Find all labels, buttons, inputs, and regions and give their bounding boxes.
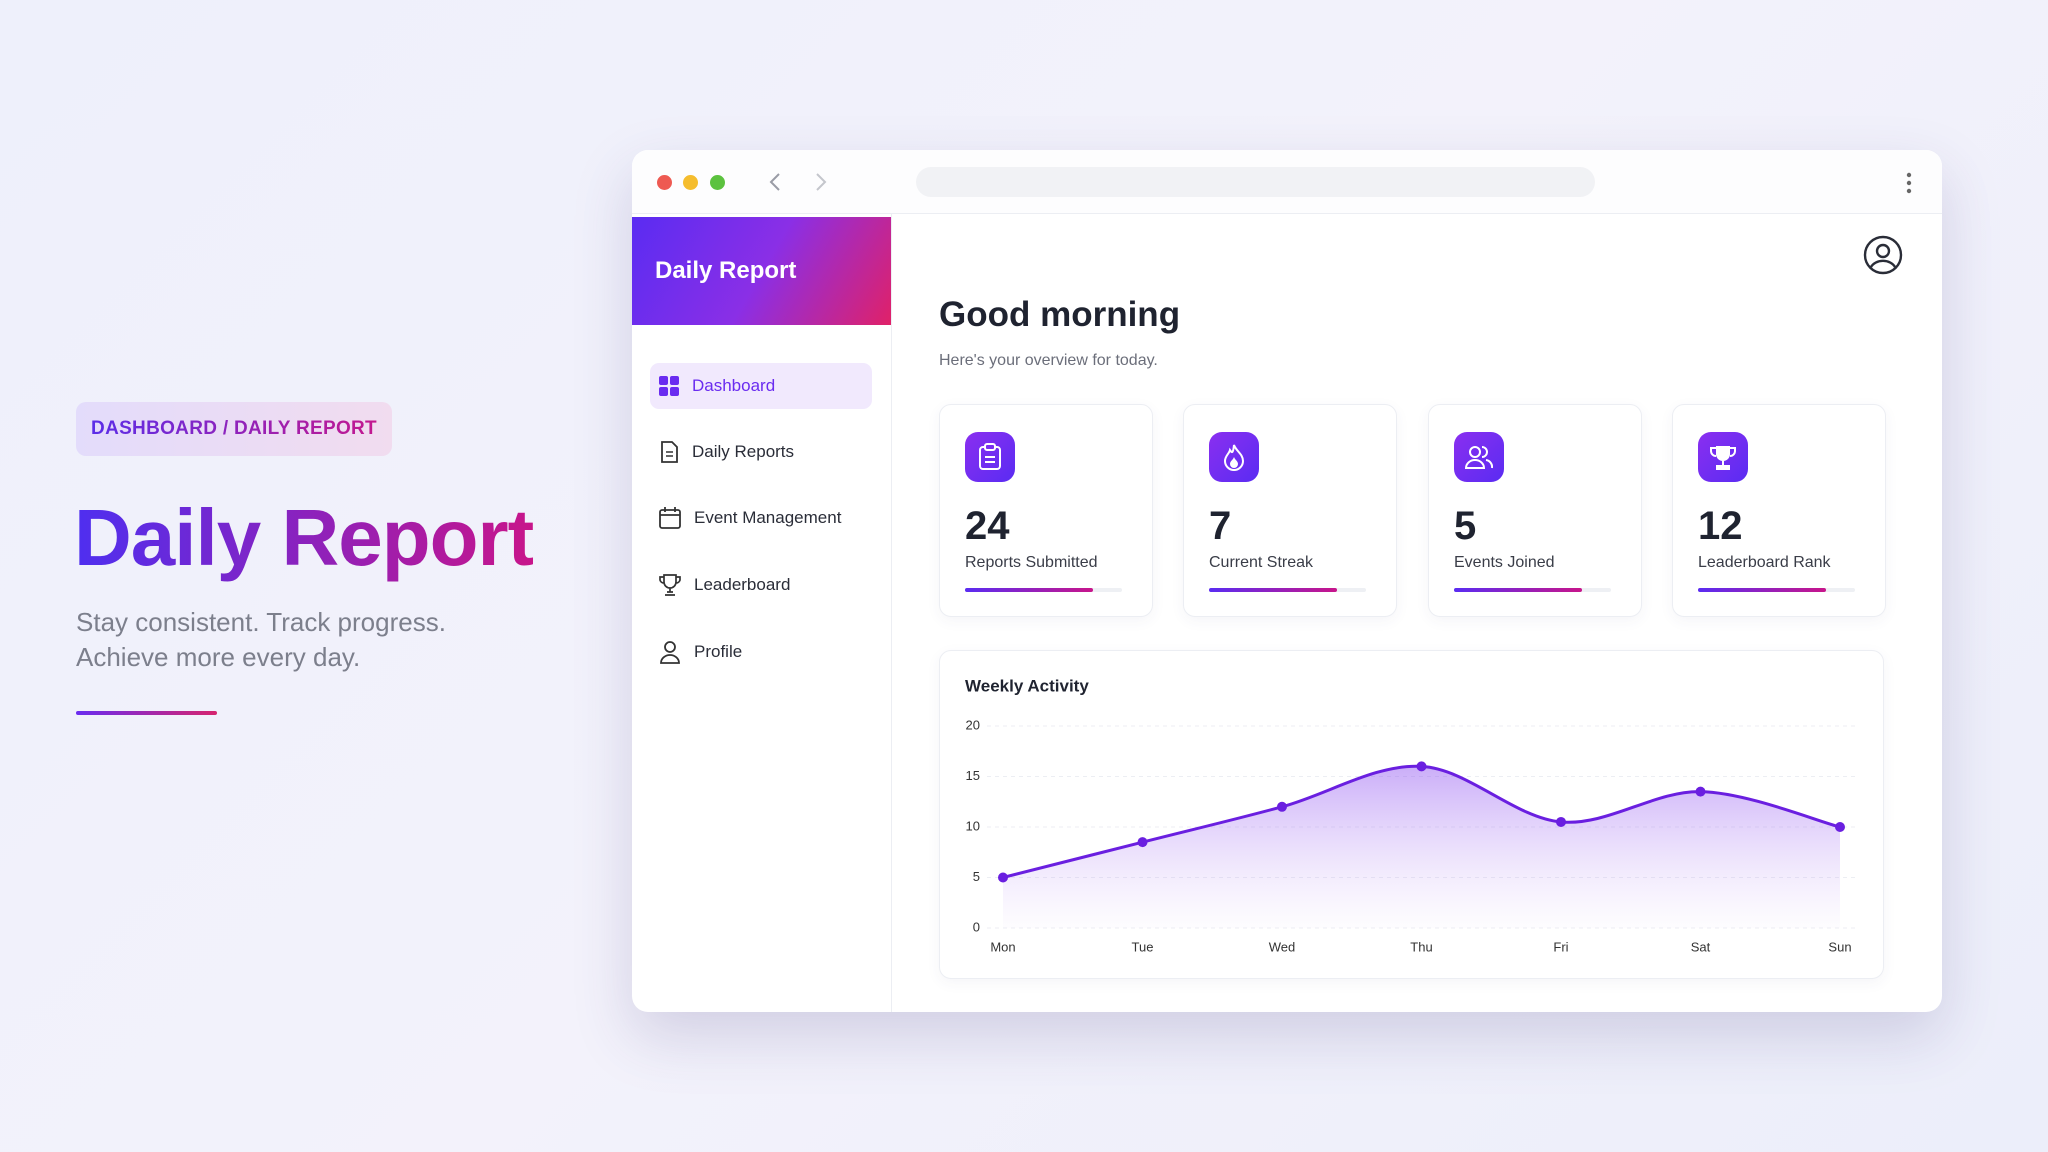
- x-tick-label: Fri: [1553, 939, 1568, 954]
- breadcrumb: DASHBOARD / DAILY REPORT: [76, 402, 392, 456]
- stat-icon: [1209, 432, 1259, 482]
- progress-track: [1698, 588, 1855, 592]
- y-tick-label: 10: [966, 818, 980, 833]
- y-tick-label: 20: [966, 717, 980, 732]
- x-tick-label: Thu: [1410, 939, 1432, 954]
- chart: Weekly Activity 0 5 10 15 20 Mon Tue Wed Thu Fri S…: [965, 676, 1856, 954]
- profile-button[interactable]: [1862, 234, 1904, 276]
- y-tick-label: 0: [973, 919, 980, 934]
- stat-card: 5 Events Joined: [1428, 404, 1642, 617]
- chart-title: Weekly Activity: [965, 676, 1089, 695]
- x-tick-label: Mon: [990, 939, 1015, 954]
- sidebar: Daily Report Dashboard Daily Reports Eve…: [632, 213, 892, 1012]
- progress-fill: [1698, 588, 1826, 592]
- nav-icon: [659, 574, 681, 596]
- sidebar-brand: Daily Report: [632, 217, 891, 325]
- nav-icon: [660, 641, 680, 664]
- chart-card: Weekly Activity 0 5 10 15 20 Mon Tue Wed Thu Fri S…: [939, 650, 1884, 979]
- progress-fill: [1454, 588, 1582, 592]
- stat-icon: [1698, 432, 1748, 482]
- stat-card: 24 Reports Submitted: [939, 404, 1153, 617]
- stat-card: 12 Leaderboard Rank: [1672, 404, 1886, 617]
- nav-label: Dashboard: [692, 376, 776, 395]
- brand-text: Daily Report: [655, 257, 797, 284]
- stat-icon: [1454, 432, 1504, 482]
- x-tick-label: Sun: [1828, 939, 1851, 954]
- nav-icon: [661, 441, 678, 463]
- progress-track: [965, 588, 1122, 592]
- progress-fill: [1209, 588, 1337, 592]
- hero-subtitle: Stay consistent. Track progress.: [76, 607, 446, 637]
- nav-item[interactable]: Leaderboard: [650, 562, 872, 608]
- back-button[interactable]: [766, 171, 786, 193]
- nav-label: Event Management: [694, 508, 842, 527]
- stat-label: Events Joined: [1454, 554, 1555, 571]
- point: [1835, 822, 1845, 832]
- stat-value: 12: [1698, 504, 1743, 548]
- area: [1003, 766, 1840, 928]
- stat-label: Leaderboard Rank: [1698, 554, 1831, 571]
- greeting: Good morning: [939, 295, 1181, 334]
- title-bar: [632, 150, 1942, 214]
- point: [1556, 816, 1566, 827]
- x-tick-label: Sat: [1691, 939, 1711, 954]
- menu-button[interactable]: [1902, 170, 1916, 196]
- nav-item[interactable]: Event Management: [650, 495, 872, 541]
- progress-fill: [965, 588, 1093, 592]
- y-tick-label: 5: [973, 869, 980, 884]
- point: [1416, 761, 1427, 772]
- greeting-subtitle: Here's your overview for today.: [939, 352, 1158, 369]
- maximize-button[interactable]: [710, 175, 725, 190]
- x-tick-label: Wed: [1269, 939, 1296, 954]
- point: [1277, 801, 1287, 812]
- nav-item[interactable]: Daily Reports: [650, 429, 872, 475]
- stat-value: 7: [1209, 504, 1232, 548]
- nav-item[interactable]: Profile: [650, 629, 872, 675]
- hero-title: Daily Report: [74, 490, 534, 586]
- point: [1137, 837, 1148, 848]
- hero-subtitle: Achieve more every day.: [76, 642, 361, 672]
- address-bar[interactable]: [916, 167, 1595, 197]
- forward-button[interactable]: [810, 171, 830, 193]
- progress-track: [1454, 588, 1611, 592]
- breadcrumb-text: DASHBOARD / DAILY REPORT: [91, 418, 377, 439]
- x-tick-label: Tue: [1132, 939, 1154, 954]
- stat-icon: [965, 432, 1015, 482]
- nav-label: Profile: [694, 642, 743, 661]
- stat-label: Current Streak: [1209, 554, 1314, 571]
- nav-icon: [659, 507, 681, 529]
- stat-label: Reports Submitted: [965, 554, 1098, 571]
- stat-card: 7 Current Streak: [1183, 404, 1397, 617]
- point: [1695, 786, 1706, 797]
- nav-item[interactable]: Dashboard: [650, 363, 872, 409]
- underline: [76, 711, 217, 715]
- point: [998, 872, 1008, 883]
- nav-icon: [659, 376, 679, 396]
- minimize-button[interactable]: [683, 175, 698, 190]
- close-button[interactable]: [657, 175, 672, 190]
- progress-track: [1209, 588, 1366, 592]
- stat-value: 24: [965, 504, 1010, 548]
- stat-value: 5: [1454, 504, 1477, 548]
- y-tick-label: 15: [966, 768, 980, 783]
- browser-window: Daily Report Dashboard Daily Reports Eve…: [632, 150, 1942, 1012]
- nav-label: Leaderboard: [694, 575, 791, 594]
- nav-label: Daily Reports: [692, 442, 795, 461]
